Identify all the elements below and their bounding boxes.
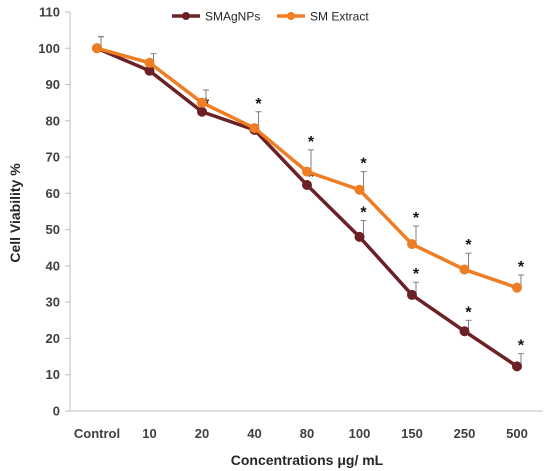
series-smagnps: * * * * * * [92, 36, 525, 372]
significance-star: * [255, 96, 262, 113]
legend-swatch-marker [182, 12, 190, 20]
data-point [302, 180, 312, 191]
y-axis: 0 10 20 30 40 50 60 70 80 90 100 110 [38, 5, 71, 419]
data-point [407, 289, 417, 300]
x-tick-label: 80 [300, 426, 314, 441]
significance-star: * [413, 266, 420, 283]
data-point [512, 282, 522, 293]
data-point [144, 57, 155, 68]
x-tick-label: 150 [401, 426, 423, 441]
data-point [249, 123, 260, 134]
significance-star: * [308, 169, 315, 186]
significance-star: * [518, 259, 525, 276]
data-point [354, 184, 365, 195]
data-point [407, 239, 417, 250]
y-axis-title: Cell Viability % [7, 163, 23, 263]
data-point [512, 361, 522, 372]
x-axis-title: Concentrations μg/ mL [231, 452, 384, 468]
x-tick-label: 100 [349, 426, 371, 441]
y-tick-label: 40 [46, 258, 60, 273]
legend-item: SMAgNPs [172, 10, 260, 24]
plot-area: ************ [92, 36, 525, 372]
data-point [197, 97, 207, 108]
data-point [92, 43, 102, 54]
y-tick-label: 10 [46, 367, 60, 382]
significance-star: * [360, 156, 367, 173]
x-tick-label: 500 [506, 426, 528, 441]
y-tick-label: 70 [46, 150, 60, 165]
legend: SMAgNPs SM Extract [172, 10, 369, 24]
x-tick-label: Control [74, 426, 120, 441]
data-point [459, 264, 470, 275]
x-tick-label: 10 [142, 426, 156, 441]
significance-star: * [465, 237, 472, 254]
data-point [459, 326, 470, 337]
x-axis: Control 10 20 40 80 100 150 250 500 [70, 410, 543, 441]
y-tick-label: 50 [46, 222, 60, 237]
series-line [96, 46, 518, 368]
data-point [302, 166, 312, 177]
y-tick-label: 110 [39, 5, 60, 20]
x-tick-label: 20 [195, 426, 209, 441]
significance-star: * [518, 338, 525, 355]
y-tick-label: 90 [46, 77, 60, 92]
series-sm-extract: * * * * * * [92, 36, 525, 293]
y-tick-label: 0 [53, 404, 60, 419]
significance-star: * [308, 134, 315, 151]
legend-item: SM Extract [277, 10, 369, 24]
significance-star: * [465, 304, 472, 321]
data-point [354, 231, 365, 242]
significance-star: * [360, 205, 367, 222]
legend-swatch-marker [287, 12, 295, 20]
y-tick-label: 100 [38, 41, 60, 56]
legend-label: SMAgNPs [205, 10, 260, 24]
legend-label: SM Extract [310, 10, 369, 24]
x-tick-label: 40 [247, 426, 261, 441]
significance-star: * [413, 210, 420, 227]
y-tick-label: 80 [46, 113, 60, 128]
y-tick-label: 30 [46, 295, 60, 310]
x-tick-label: 250 [454, 426, 476, 441]
y-tick-label: 20 [46, 331, 60, 346]
y-tick-label: 60 [46, 186, 60, 201]
